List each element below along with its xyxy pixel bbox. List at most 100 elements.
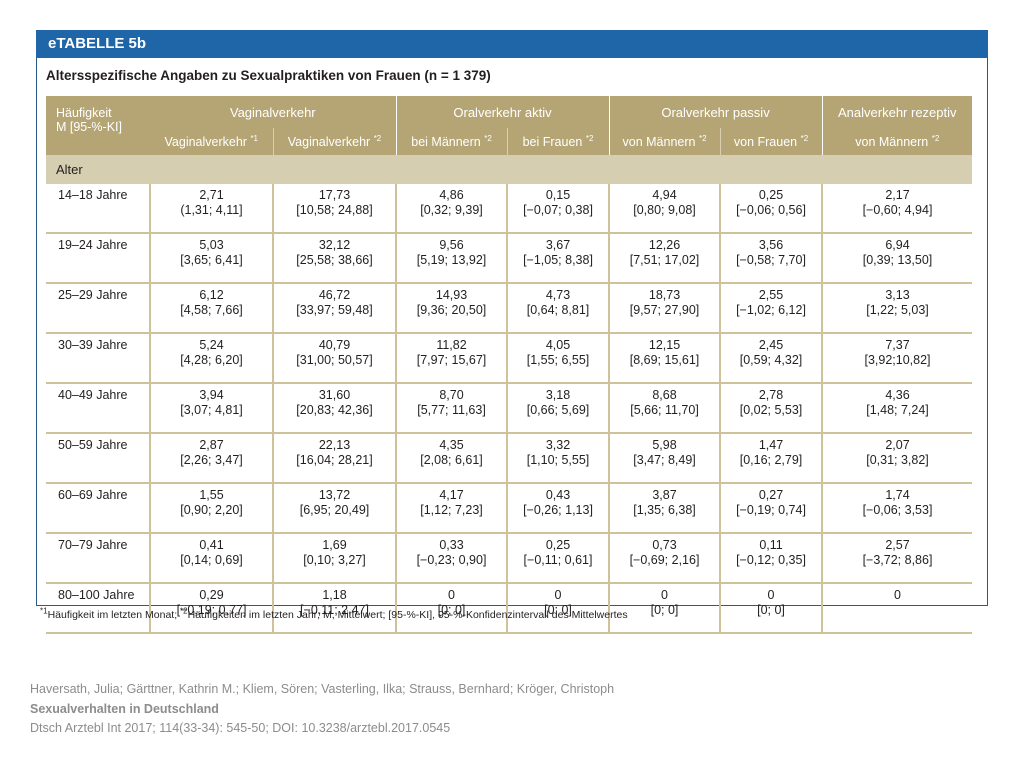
table-row: 19–24 Jahre 5,03 [3,65; 6,41] 32,12 [25,58; … — [46, 233, 973, 284]
cell-ci: [8,69; 15,61] — [629, 352, 700, 367]
cell-mean: 1,69 — [322, 538, 347, 552]
table-cell: 3,87 [1,35; 6,38] — [608, 483, 721, 534]
cell-mean: 2,07 — [885, 438, 910, 452]
cell-ci: [−1,02; 6,12] — [736, 302, 806, 317]
cell-ci: [−0,12; 0,35] — [736, 552, 806, 567]
column-header: bei Frauen *2 — [506, 128, 610, 155]
table-cell: 0,25 [−0,11; 0,61] — [506, 533, 610, 584]
table-cell: 3,13 [1,22; 5,03] — [821, 283, 973, 334]
table-cell: 12,26 [7,51; 17,02] — [608, 233, 721, 284]
cell-mean: 2,87 — [199, 438, 224, 452]
cell-ci: [33,97; 59,48] — [296, 302, 373, 317]
column-header: Vaginalverkehr *2 — [272, 128, 397, 155]
age-label: 40–49 Jahre — [46, 383, 150, 434]
table-cell: 14,93 [9,36; 20,50] — [395, 283, 508, 334]
column-header-label: Vaginalverkehr — [287, 134, 374, 149]
column-header-label: von Männern — [622, 134, 699, 149]
table-cell: 31,60 [20,83; 42,36] — [271, 383, 397, 434]
column-header: bei Männern *2 — [395, 128, 508, 155]
table-cell: 2,57 [−3,72; 8,86] — [821, 533, 973, 584]
cell-mean: 13,72 — [318, 488, 351, 502]
cell-ci: [0,66; 5,69] — [526, 402, 590, 417]
column-header: von Frauen *2 — [719, 128, 823, 155]
age-label: 80–100 Jahre — [46, 583, 150, 634]
table-cell: 2,71 (1,31; 4,11] — [149, 184, 273, 234]
age-label: 19–24 Jahre — [46, 233, 150, 284]
cell-mean: 1,18 — [322, 588, 347, 602]
cell-mean: 40,79 — [318, 338, 351, 352]
cell-ci: [1,22; 5,03] — [866, 302, 929, 317]
cell-ci: [0; 0] — [544, 602, 572, 617]
cell-mean: 12,15 — [648, 338, 681, 352]
cell-mean: 4,86 — [439, 188, 464, 202]
table-cell: 8,70 [5,77; 11,63] — [395, 383, 508, 434]
column-header-label: bei Frauen — [522, 134, 586, 149]
cell-ci: [1,35; 6,38] — [633, 502, 696, 517]
citation-source: Dtsch Arztebl Int 2017; 114(33-34): 545-… — [30, 721, 451, 735]
table-cell: 3,56 [−0,58; 7,70] — [719, 233, 823, 284]
table-label-bar: eTABELLE 5b — [36, 30, 988, 58]
table-cell: 5,98 [3,47; 8,49] — [608, 433, 721, 484]
cell-mean: 2,78 — [758, 388, 784, 402]
cell-ci: [0,80; 9,08] — [633, 202, 696, 217]
cell-mean: 17,73 — [318, 188, 351, 202]
cell-ci: [−0,26; 1,13] — [523, 502, 593, 517]
cell-ci: [0; 0] — [437, 602, 466, 617]
cell-mean: 4,05 — [545, 338, 571, 352]
cell-ci: [3,07; 4,81] — [180, 402, 243, 417]
cell-mean: 4,17 — [439, 488, 464, 502]
cell-ci: [0,14; 0,69] — [180, 552, 243, 567]
column-header-label: Vaginalverkehr — [164, 134, 251, 149]
cell-ci: [4,28; 6,20] — [180, 352, 243, 367]
table-row: 50–59 Jahre 2,87 [2,26; 3,47] 22,13 [16,04; … — [46, 433, 973, 484]
group-header: Vaginalverkehr — [150, 96, 397, 128]
cell-mean: 4,94 — [652, 188, 677, 202]
cell-ci: [0,16; 2,79] — [739, 452, 803, 467]
cell-ci: [−0,07; 0,38] — [523, 202, 593, 217]
cell-ci: [10,58; 24,88] — [296, 202, 373, 217]
column-header: von Männern *2 — [608, 128, 721, 155]
cell-mean: 3,32 — [545, 438, 571, 452]
cell-mean: 12,26 — [648, 238, 681, 252]
cell-mean: 3,13 — [885, 288, 910, 302]
cell-mean: 2,57 — [885, 538, 910, 552]
table-label: eTABELLE 5b — [48, 35, 147, 52]
group-header: Analverkehr rezeptiv — [821, 96, 973, 128]
table-cell: 0,29 [−0,19; 0,77] — [149, 583, 273, 634]
column-header-marker: *2 — [931, 133, 940, 143]
cell-mean: 0,29 — [199, 588, 224, 602]
cell-ci: [−0,06; 3,53] — [862, 502, 933, 517]
cell-ci: [−1,05; 8,38] — [523, 252, 593, 267]
cell-mean: 46,72 — [318, 288, 351, 302]
footnote-text: Häufigkeit im letzten Monat; — [47, 609, 181, 621]
cell-mean: 2,55 — [758, 288, 784, 302]
table-cell: 13,72 [6,95; 20,49] — [271, 483, 397, 534]
cell-mean: 0,73 — [652, 538, 677, 552]
table-cell: 1,47 [0,16; 2,79] — [719, 433, 823, 484]
cell-mean: 3,94 — [199, 388, 224, 402]
table-cell: 0 [0; 0] — [506, 583, 610, 634]
cell-ci: [7,51; 17,02] — [629, 252, 700, 267]
cell-ci: [1,55; 6,55] — [526, 352, 590, 367]
table-cell: 8,68 [5,66; 11,70] — [608, 383, 721, 434]
table-cell: 40,79 [31,00; 50,57] — [271, 333, 397, 384]
table-cell: 0,11 [−0,12; 0,35] — [719, 533, 823, 584]
cell-mean: 5,98 — [652, 438, 677, 452]
table-cell: 2,07 [0,31; 3,82] — [821, 433, 973, 484]
cell-mean: 5,03 — [199, 238, 224, 252]
table-cell: 32,12 [25,58; 38,66] — [271, 233, 397, 284]
table-cell: 1,74 [−0,06; 3,53] — [821, 483, 973, 534]
cell-mean: 0 — [448, 588, 455, 602]
cell-mean: 0,15 — [545, 188, 571, 202]
cell-mean: 4,73 — [545, 288, 571, 302]
section-label: Alter — [46, 155, 973, 184]
cell-ci: [0; 0] — [650, 602, 679, 617]
column-header-marker: *1 — [250, 133, 258, 143]
cell-mean: 0 — [554, 588, 562, 602]
cell-ci: [0,10; 3,27] — [303, 552, 366, 567]
table-row: 14–18 Jahre 2,71 (1,31; 4,11] 17,73 [10,58; … — [46, 184, 973, 234]
group-header: Oralverkehr aktiv — [395, 96, 610, 128]
cell-ci: [0; 0] — [757, 602, 785, 617]
cell-mean: 3,56 — [758, 238, 784, 252]
table-cell: 2,87 [2,26; 3,47] — [149, 433, 273, 484]
